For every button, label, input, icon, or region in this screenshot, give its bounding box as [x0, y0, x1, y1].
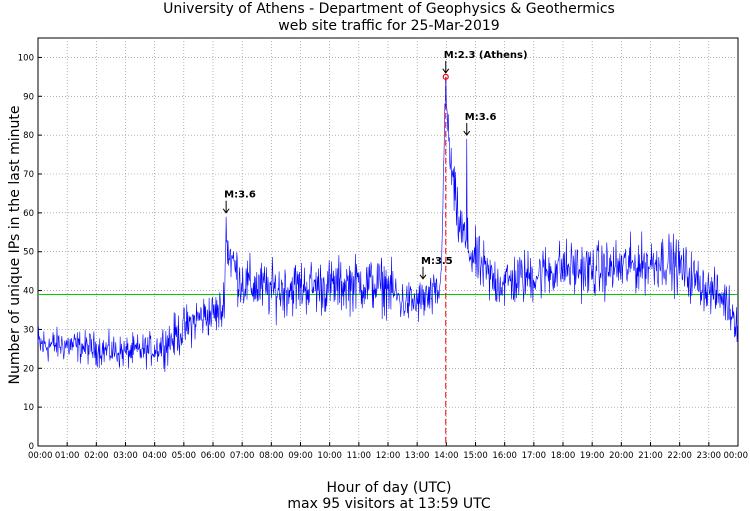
y-tick-label: 80	[23, 131, 34, 141]
x-tick-label: 12:00	[376, 451, 401, 461]
x-tick-label: 21:00	[638, 451, 663, 461]
x-tick-label: 04:00	[142, 451, 167, 461]
annotation-label: M:3.5	[421, 256, 453, 267]
y-tick-label: 20	[23, 364, 34, 374]
y-tick-label: 0	[29, 442, 34, 452]
x-tick-label: 08:00	[259, 451, 284, 461]
x-tick-label: 15:00	[463, 451, 488, 461]
traffic-series-line	[37, 76, 739, 373]
x-tick-label: 20:00	[609, 451, 634, 461]
y-tick-label: 70	[23, 170, 34, 180]
x-tick-label: 22:00	[667, 451, 692, 461]
x-tick-label: 02:00	[84, 451, 109, 461]
y-axis-label: Number of unique IPs in the last minute	[7, 106, 23, 385]
annotation-label: M:3.6	[224, 190, 256, 201]
y-tick-label: 30	[23, 325, 34, 335]
y-tick-label: 40	[23, 287, 34, 297]
x-tick-label: 10:00	[317, 451, 342, 461]
annotation-label: M:2.3 (Athens)	[444, 50, 528, 61]
x-tick-label: 13:00	[405, 451, 430, 461]
y-tick-label: 90	[23, 92, 34, 102]
x-tick-label: 18:00	[551, 451, 576, 461]
x-tick-label: 07:00	[230, 451, 255, 461]
annotation-arrowhead	[442, 68, 450, 74]
x-tick-label: 19:00	[580, 451, 605, 461]
x-ticks: 00:00 01:00 02:00 03:00 04:00 05:00 06:00 07:00…	[28, 442, 748, 461]
x-tick-label: 00:00	[724, 451, 749, 461]
x-tick-label: 17:00	[522, 451, 547, 461]
x-tick-label: 06:00	[201, 451, 226, 461]
y-tick-label: 60	[23, 209, 34, 219]
y-ticks: 0 10 20 30 40 50 60 70 80 90 100	[18, 53, 42, 452]
chart-title: University of Athens - Department of Geo…	[163, 1, 615, 17]
y-tick-label: 100	[18, 53, 34, 63]
x-tick-label: 01:00	[55, 451, 80, 461]
annotation-arrowhead	[222, 208, 230, 214]
annotation-arrowhead	[419, 274, 427, 280]
footer-max: max 95 visitors at 13:59 UTC	[287, 496, 490, 511]
y-tick-label: 50	[23, 248, 34, 258]
x-tick-label: 11:00	[347, 451, 372, 461]
annotations: M:3.6 M:3.5 M:2.3 (Athens) M:3.6	[222, 50, 528, 280]
annotation-arrowhead	[463, 130, 471, 136]
x-tick-label: 23:00	[697, 451, 722, 461]
x-tick-label: 14:00	[434, 451, 459, 461]
x-tick-label: 00:00	[28, 451, 53, 461]
x-tick-label: 16:00	[492, 451, 517, 461]
x-axis-label: Hour of day (UTC)	[327, 480, 452, 496]
x-tick-label: 05:00	[172, 451, 197, 461]
chart-subtitle: web site traffic for 25-Mar-2019	[278, 18, 499, 34]
x-tick-label: 03:00	[113, 451, 138, 461]
annotation-label: M:3.6	[465, 112, 497, 123]
x-tick-label: 09:00	[288, 451, 313, 461]
y-tick-label: 10	[23, 403, 34, 413]
max-marker	[442, 73, 449, 80]
